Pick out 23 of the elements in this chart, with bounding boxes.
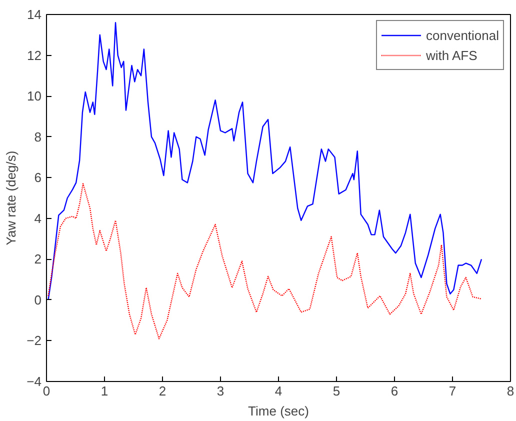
x-tick-label: 4 bbox=[274, 384, 282, 398]
y-axis-title: Yaw rate (deg/s) bbox=[4, 150, 19, 246]
y-tick-label: −2 bbox=[26, 333, 42, 348]
y-tick-label: 12 bbox=[27, 48, 42, 63]
legend-label: with AFS bbox=[426, 48, 478, 62]
x-tick-label: 6 bbox=[390, 384, 398, 398]
x-tick-label: 3 bbox=[216, 384, 224, 398]
y-tick-label: 2 bbox=[34, 252, 42, 267]
y-tick-label: −4 bbox=[26, 374, 42, 389]
x-tick-label: 2 bbox=[158, 384, 166, 398]
x-tick-label: 8 bbox=[506, 384, 514, 398]
y-tick-label: 6 bbox=[34, 170, 42, 186]
x-tick-label: 1 bbox=[100, 384, 108, 398]
x-axis-title: Time (sec) bbox=[248, 404, 309, 418]
y-tick-label: 0 bbox=[34, 292, 42, 308]
y-tick-label: 14 bbox=[27, 7, 42, 22]
y-tick-label: 4 bbox=[34, 210, 42, 226]
y-tick-label: 8 bbox=[34, 129, 42, 144]
x-tick-label: 7 bbox=[448, 384, 456, 398]
legend-label: conventional bbox=[426, 28, 499, 42]
x-tick-label: 5 bbox=[332, 384, 340, 398]
y-tick-label: 10 bbox=[27, 88, 42, 104]
line-series bbox=[48, 183, 482, 340]
